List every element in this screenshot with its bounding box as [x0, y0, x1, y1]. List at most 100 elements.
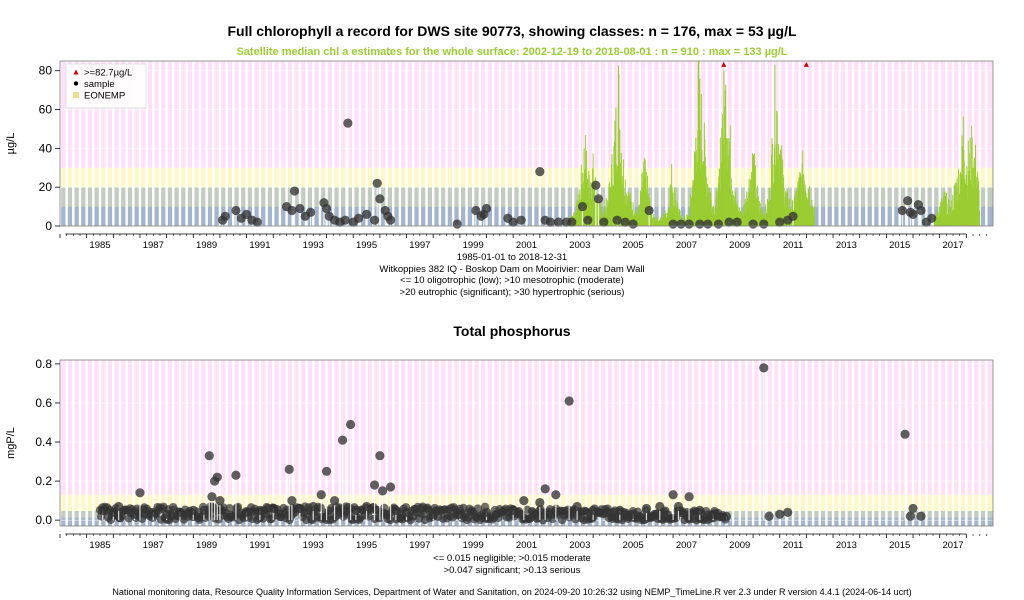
sample-point — [684, 492, 694, 502]
sample-point — [783, 507, 793, 517]
legend-sample-marker — [73, 81, 79, 86]
caption-line-classes-low: <= 10 oligotrophic (low); >10 mesotrophi… — [400, 275, 624, 286]
sample-point — [231, 470, 241, 480]
sample-point — [114, 501, 124, 512]
sample-point — [321, 466, 332, 476]
sample-point — [655, 501, 665, 512]
y-tick-label: 0 — [45, 219, 52, 233]
sample-point — [372, 178, 382, 188]
caption-line-site: Witkoppies 382 IQ - Boskop Dam on Mooiri… — [379, 263, 645, 275]
sample-point — [343, 118, 353, 128]
chlorophyll-caption: 1985-01-01 to 2018-12-31 Witkoppies 382 … — [0, 252, 1024, 298]
sample-point — [340, 215, 350, 225]
legend-label: >=82.7µg/L — [84, 68, 132, 79]
y-tick-label: 0.6 — [35, 396, 52, 410]
caption-line-date-range: 1985-01-01 to 2018-12-31 — [456, 252, 568, 263]
sample-point — [401, 507, 412, 517]
legend-flag-marker — [73, 69, 79, 75]
sample-point — [788, 211, 798, 221]
y-tick-label: 0.2 — [35, 474, 52, 488]
sample-point — [516, 215, 526, 225]
sample-point — [599, 217, 609, 227]
sample-point — [287, 496, 297, 506]
flagged-marker — [803, 61, 809, 67]
sample-point — [724, 217, 734, 227]
x-tick-label: 2009 — [729, 540, 750, 551]
sample-point — [900, 429, 910, 439]
sample-point — [535, 167, 545, 177]
sample-point — [242, 209, 252, 219]
sample-point — [577, 201, 588, 212]
sample-point — [375, 194, 385, 204]
sample-point — [572, 501, 582, 512]
sample-point — [321, 203, 332, 214]
x-tick-label: 1995 — [356, 540, 377, 551]
x-tick-label: 2005 — [623, 240, 644, 251]
sample-point — [551, 490, 561, 500]
x-tick-label: 2007 — [676, 540, 697, 551]
y-tick-label: 60 — [39, 103, 53, 117]
sample-point — [428, 509, 438, 519]
sample-point — [916, 511, 926, 521]
sample-point — [255, 505, 265, 515]
sample-point — [583, 215, 593, 225]
x-tick-label: 2001 — [516, 540, 537, 551]
sample-point — [316, 490, 326, 500]
sample-point — [287, 205, 297, 216]
sample-point — [337, 435, 348, 445]
sample-point — [284, 464, 294, 474]
sample-point — [207, 492, 217, 502]
sample-point — [695, 219, 705, 229]
sample-point — [628, 509, 638, 519]
plot-frame — [59, 60, 994, 227]
x-tick-label: 1991 — [249, 540, 270, 551]
sample-point — [305, 207, 316, 218]
x-tick-label: 1993 — [303, 240, 324, 251]
sample-point — [385, 215, 396, 225]
sample-point — [732, 217, 742, 227]
sample-point — [481, 507, 492, 517]
sample-point — [98, 505, 108, 515]
sample-point — [252, 217, 262, 227]
x-tick-label: 1999 — [463, 540, 484, 551]
phosphorus-chart: 0.0 0.2 0.4 0.6 0.8 1985 1987 1989 1991 1993 1995 1… — [5, 357, 994, 551]
sample-point — [668, 490, 678, 500]
sample-point — [385, 482, 396, 492]
sample-point — [289, 186, 300, 196]
x-tick-label: 2003 — [569, 540, 590, 551]
sample-point — [377, 486, 388, 496]
sample-point — [759, 363, 769, 373]
x-tick-label: 1999 — [463, 240, 484, 251]
x-tick-label: 1995 — [356, 240, 377, 251]
caption-line-tp-low: <= 0.015 negligible; >0.015 moderate — [433, 553, 591, 564]
sample-point — [375, 451, 385, 461]
sample-point — [212, 472, 222, 482]
sample-point — [204, 451, 214, 461]
x-tick-label: 1997 — [409, 240, 430, 251]
sample-point — [308, 501, 318, 512]
sample-point — [641, 503, 652, 514]
x-tick-label: 1989 — [196, 540, 217, 551]
x-tick-label: 2017 — [942, 540, 963, 551]
sample-point — [295, 203, 305, 214]
x-tick-label: 1987 — [143, 540, 164, 551]
x-tick-label: 2017 — [942, 240, 963, 251]
sample-point — [295, 503, 305, 514]
x-tick-label: 2011 — [783, 540, 803, 551]
sample-point — [759, 219, 769, 229]
sample-point — [175, 507, 185, 517]
y-tick-label: 0.4 — [35, 435, 52, 449]
legend-box — [65, 63, 147, 109]
sample-point — [329, 496, 340, 506]
y-tick-label: 80 — [39, 64, 53, 78]
sample-point — [721, 511, 732, 521]
sample-point — [591, 180, 601, 190]
sample-point — [748, 219, 758, 229]
x-tick-label: 2015 — [889, 540, 910, 551]
y-axis-label: µg/L — [5, 133, 17, 155]
y-axis-label: mgP/L — [5, 427, 17, 459]
sample-point — [361, 209, 372, 219]
sample-point — [353, 213, 364, 223]
x-tick-label: 2009 — [729, 240, 750, 251]
